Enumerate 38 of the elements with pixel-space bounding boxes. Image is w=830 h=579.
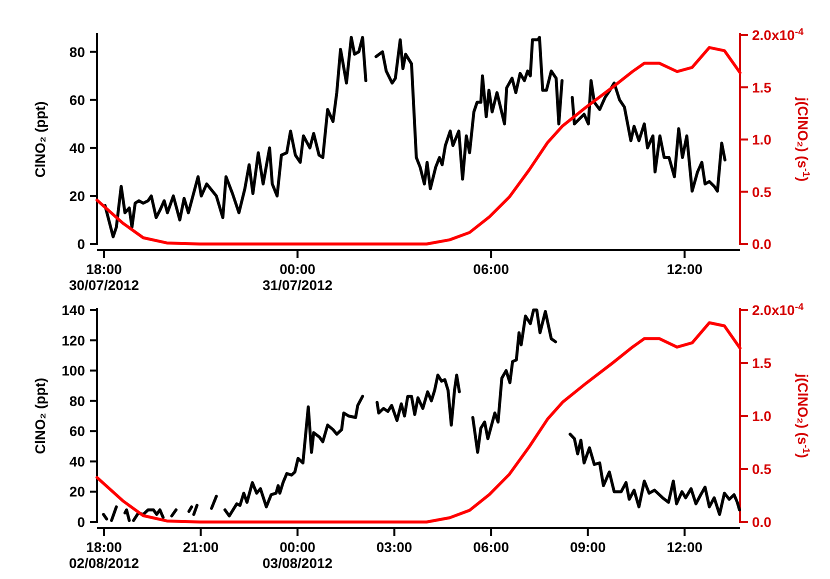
y-tick-label: 120	[62, 332, 86, 348]
y2-tick-label: 1.0	[752, 408, 772, 424]
y-tick-label: 40	[69, 453, 86, 470]
y-tick-label: 40	[69, 140, 86, 156]
text: x10$^{-4}$	[771, 302, 804, 318]
y2-tick-label: 1.5	[752, 355, 772, 371]
y2-tick-label: 2.0	[752, 27, 772, 43]
y-axis-title: ClNO₂ (ppt)	[32, 378, 48, 454]
y2-tick-label: 1.5	[752, 79, 772, 96]
x-tick-label: 12:00	[666, 261, 703, 277]
x-tick-label: 06:00	[473, 261, 510, 277]
x-tick-label: 21:00	[182, 539, 219, 555]
y-tick-label: 0	[77, 236, 86, 252]
x-tick-label: 06:00	[473, 539, 510, 555]
y-axis-title: ClNO₂ (ppt)	[32, 101, 48, 178]
x-tick-label: 09:00	[570, 539, 606, 555]
y2-tick-label: 2.0	[752, 302, 772, 318]
x-tick-label: 18:00 30/07/2012	[68, 261, 140, 293]
y-tick-label: 20	[69, 188, 86, 204]
text: x10$^{-4}$	[771, 26, 804, 43]
x-tick-label: 12:00	[666, 539, 703, 555]
y2-tick-label: 1.0	[752, 132, 772, 148]
y2-tick-label: 0.5	[752, 184, 772, 200]
x-tick-label: 00:00 31/07/2012	[262, 261, 333, 293]
x-tick-label: 00:00 03/08/2012	[262, 539, 333, 571]
y-tick-label: 140	[62, 302, 86, 318]
y-tick-label: 80	[69, 392, 86, 409]
y-tick-label: 20	[69, 484, 86, 500]
y2-tick-label: 0.5	[752, 461, 772, 477]
y-tick-label: 100	[62, 362, 86, 379]
y2-tick-label: 0.0	[752, 514, 772, 530]
y-tick-label: 60	[69, 92, 86, 108]
y2-tick-label: 0.0	[752, 236, 772, 252]
x-tick-label: 18:00 02/08/2012	[68, 539, 140, 571]
y-tick-label: 60	[69, 423, 86, 440]
x-tick-label: 03:00	[376, 539, 412, 555]
y-tick-label: 0	[77, 514, 86, 530]
y-tick-label: 80	[69, 44, 86, 60]
